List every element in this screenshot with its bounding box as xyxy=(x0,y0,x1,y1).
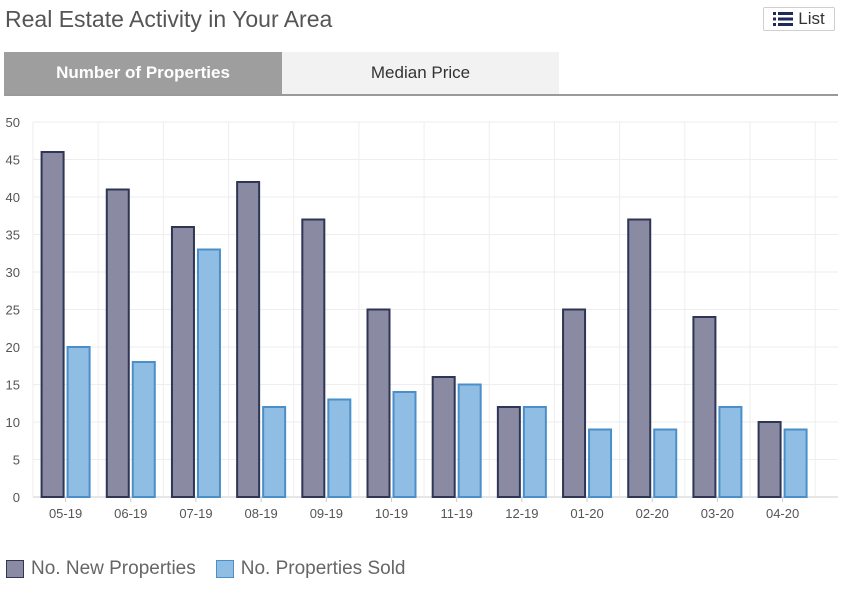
y-tick-label: 0 xyxy=(13,490,20,505)
bar-properties-sold[interactable] xyxy=(392,391,417,498)
tab-number-of-properties[interactable]: Number of Properties xyxy=(4,52,282,94)
legend-label-properties-sold: No. Properties Sold xyxy=(240,558,406,579)
bar-new-properties[interactable] xyxy=(757,421,782,498)
bar-properties-sold[interactable] xyxy=(457,383,482,498)
x-tick-label: 11-19 xyxy=(441,506,473,521)
bar-properties-sold[interactable] xyxy=(718,406,743,498)
legend-swatch-properties-sold xyxy=(215,560,234,578)
bar-properties-sold[interactable] xyxy=(522,406,547,498)
x-tick-label: 06-19 xyxy=(114,506,147,521)
bar-new-properties[interactable] xyxy=(627,218,652,498)
bar-properties-sold[interactable] xyxy=(327,398,352,498)
y-tick-label: 25 xyxy=(6,303,20,318)
bar-new-properties[interactable] xyxy=(496,406,521,498)
y-tick-label: 50 xyxy=(6,115,20,130)
x-tick-label: 09-19 xyxy=(310,506,343,521)
legend-item-new-properties[interactable]: No. New Properties xyxy=(6,558,196,580)
bar-new-properties[interactable] xyxy=(105,188,130,498)
bar-new-properties[interactable] xyxy=(170,226,195,498)
legend-swatch-new-properties xyxy=(6,560,24,578)
y-tick-label: 40 xyxy=(6,190,20,205)
bar-new-properties[interactable] xyxy=(431,376,456,498)
bar-new-properties[interactable] xyxy=(236,181,261,498)
list-icon xyxy=(773,12,794,26)
y-tick-label: 30 xyxy=(6,265,20,280)
bar-properties-sold[interactable] xyxy=(262,406,287,498)
list-view-label: List xyxy=(798,9,825,28)
x-tick-label: 08-19 xyxy=(245,506,278,521)
y-tick-label: 5 xyxy=(13,453,20,468)
tab-bar: Number of Properties Median Price xyxy=(4,52,838,96)
bar-new-properties[interactable] xyxy=(692,316,717,498)
x-tick-label: 05-19 xyxy=(49,506,82,521)
chart-legend: No. New Properties No. Properties Sold xyxy=(6,558,425,580)
bar-properties-sold[interactable] xyxy=(131,361,156,498)
legend-item-properties-sold[interactable]: No. Properties Sold xyxy=(215,558,406,580)
x-tick-label: 03-20 xyxy=(701,506,734,521)
x-tick-label: 02-20 xyxy=(636,506,669,521)
list-view-button[interactable]: List xyxy=(763,7,835,31)
y-tick-label: 10 xyxy=(6,415,20,430)
x-tick-label: 12-19 xyxy=(505,506,538,521)
tab-median-price[interactable]: Median Price xyxy=(282,52,559,94)
bar-properties-sold[interactable] xyxy=(653,428,678,498)
bar-new-properties[interactable] xyxy=(301,218,326,498)
x-tick-label: 04-20 xyxy=(766,506,799,521)
bar-chart: 0 5 10 15 20 25 30 35 40 45 50 05-19 06-19 07-19 08-19… xyxy=(6,115,838,521)
legend-label-new-properties: No. New Properties xyxy=(31,558,196,579)
bar-new-properties[interactable] xyxy=(366,308,391,498)
x-tick-label: 07-19 xyxy=(179,506,212,521)
bar-properties-sold[interactable] xyxy=(783,428,808,498)
y-tick-label: 20 xyxy=(6,340,20,355)
bar-properties-sold[interactable] xyxy=(66,346,91,498)
bar-new-properties[interactable] xyxy=(562,308,587,498)
page-title: Real Estate Activity in Your Area xyxy=(5,6,333,32)
bar-properties-sold[interactable] xyxy=(588,428,613,498)
bar-new-properties[interactable] xyxy=(40,151,65,498)
y-tick-label: 15 xyxy=(6,378,20,393)
y-tick-label: 45 xyxy=(6,153,20,168)
x-tick-label: 01-20 xyxy=(570,506,603,521)
x-tick-label: 10-19 xyxy=(375,506,408,521)
y-tick-label: 35 xyxy=(6,228,20,243)
bar-properties-sold[interactable] xyxy=(196,248,221,498)
